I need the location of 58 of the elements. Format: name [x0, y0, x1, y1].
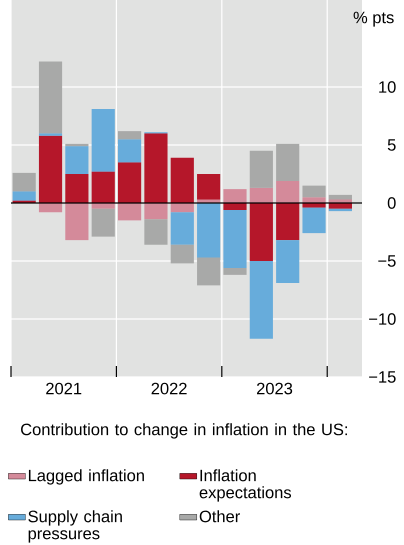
- y-axis-title: % pts: [354, 12, 394, 27]
- y-tick-label: −5: [378, 255, 396, 267]
- bar: [38, 202, 62, 212]
- bar: [250, 188, 273, 203]
- bar: [328, 202, 352, 209]
- bar: [302, 197, 326, 203]
- bar: [12, 191, 36, 201]
- bar: [92, 109, 115, 172]
- bar: [38, 61, 62, 134]
- bar: [276, 144, 300, 181]
- bar: [144, 219, 168, 245]
- bar: [118, 139, 142, 162]
- bar: [170, 244, 194, 264]
- bar: [197, 202, 220, 258]
- y-tick-label: 0: [388, 197, 396, 209]
- y-tick-label: 10: [379, 81, 396, 93]
- bar: [118, 202, 142, 220]
- bar: [65, 202, 88, 240]
- bar: [118, 131, 142, 140]
- x-tick-label: 2022: [152, 382, 187, 394]
- x-tick-label: 2021: [46, 382, 82, 394]
- bar: [65, 174, 88, 203]
- bar: [302, 208, 326, 234]
- bar: [197, 258, 220, 286]
- bar: [276, 240, 300, 284]
- y-tick-label: 5: [388, 139, 396, 151]
- bar: [250, 202, 273, 261]
- bar: [118, 162, 142, 203]
- bar: [170, 202, 194, 212]
- bar: [223, 202, 247, 210]
- bar: [250, 261, 273, 339]
- bar: [170, 158, 194, 203]
- bar: [92, 208, 115, 237]
- bar: [223, 189, 247, 203]
- bar: [223, 268, 247, 275]
- bar: [12, 172, 36, 192]
- bar: [144, 202, 168, 220]
- legend-label: Other: [200, 510, 240, 522]
- legend-label: Supply chain pressures: [28, 510, 122, 543]
- bar: [144, 133, 168, 203]
- y-tick-label: −10: [369, 313, 396, 325]
- bar: [250, 150, 273, 188]
- bar: [276, 180, 300, 203]
- bar: [197, 174, 220, 200]
- legend-label: Inflation expectations: [200, 469, 292, 502]
- bar: [276, 202, 300, 240]
- bar: [302, 186, 326, 198]
- bar: [65, 146, 88, 174]
- bar: [38, 136, 62, 203]
- bar: [92, 172, 115, 203]
- bar: [223, 210, 247, 268]
- legend-label: Lagged inflation: [28, 469, 144, 485]
- bar: [92, 202, 115, 209]
- x-tick-label: 2023: [256, 382, 292, 394]
- bar: [170, 212, 194, 245]
- bar: [328, 194, 352, 200]
- legend-title: Contribution to change in inflation in the US:: [21, 423, 347, 439]
- y-tick-label: −15: [369, 371, 396, 383]
